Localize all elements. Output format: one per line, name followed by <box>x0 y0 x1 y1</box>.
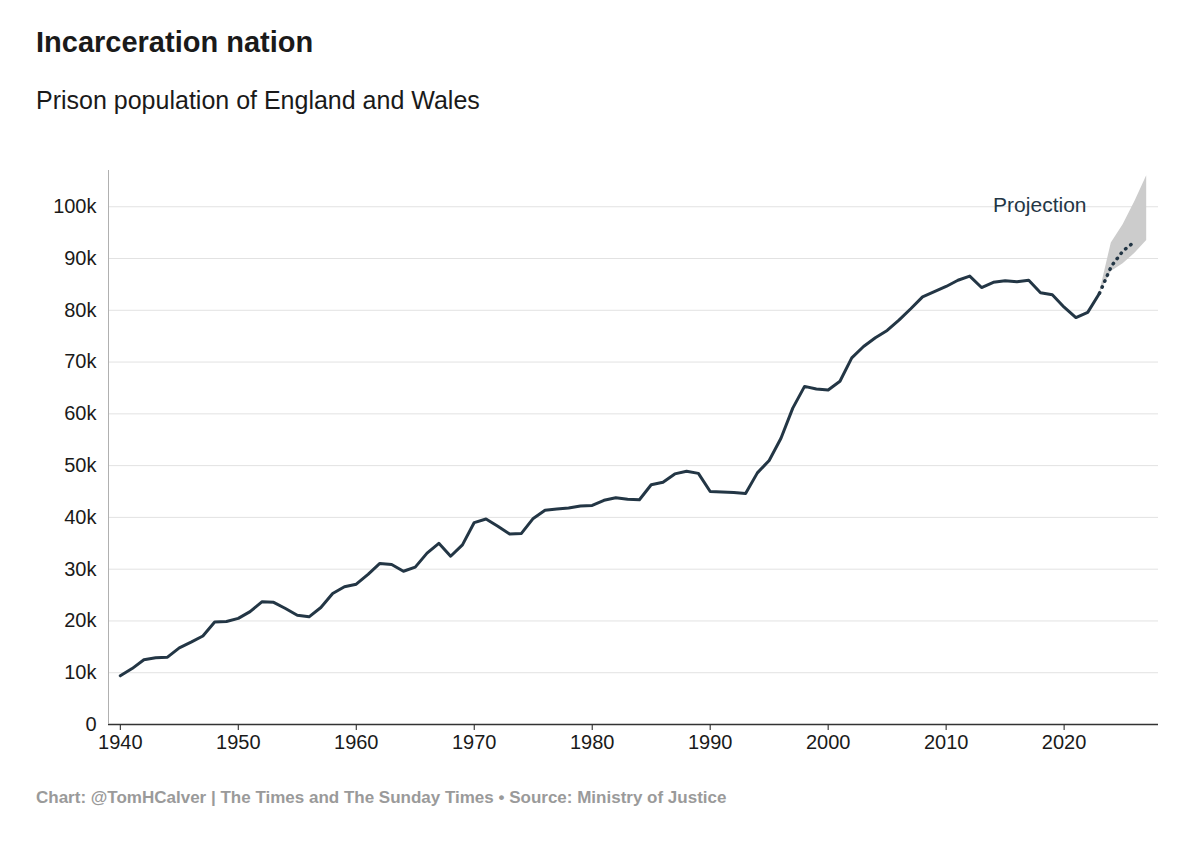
svg-text:0: 0 <box>85 713 96 735</box>
svg-text:40k: 40k <box>64 506 97 528</box>
svg-text:Projection: Projection <box>993 193 1086 216</box>
svg-text:100k: 100k <box>53 195 97 217</box>
svg-text:1970: 1970 <box>452 731 497 753</box>
svg-text:90k: 90k <box>64 247 97 269</box>
html-text:Chart: @TomHCalver | The Times: Chart: @TomHCalver | The Times and The S… <box>36 788 727 807</box>
svg-text:2020: 2020 <box>1042 731 1087 753</box>
svg-text:1940: 1940 <box>98 731 143 753</box>
svg-text:60k: 60k <box>64 402 97 424</box>
svg-text:30k: 30k <box>64 558 97 580</box>
svg-text:1950: 1950 <box>216 731 260 753</box>
svg-text:1960: 1960 <box>334 731 379 753</box>
svg-text:50k: 50k <box>64 454 97 476</box>
svg-text:1980: 1980 <box>570 731 615 753</box>
svg-text:70k: 70k <box>64 350 97 372</box>
html-text:Prison population of England a: Prison population of England and Wales <box>36 86 480 114</box>
svg-text:2000: 2000 <box>806 731 851 753</box>
svg-text:20k: 20k <box>64 609 97 631</box>
svg-text:10k: 10k <box>64 661 97 683</box>
svg-text:2010: 2010 <box>924 731 969 753</box>
svg-text:1990: 1990 <box>688 731 733 753</box>
svg-text:80k: 80k <box>64 299 97 321</box>
html-text:Incarceration nation: Incarceration nation <box>36 26 314 58</box>
